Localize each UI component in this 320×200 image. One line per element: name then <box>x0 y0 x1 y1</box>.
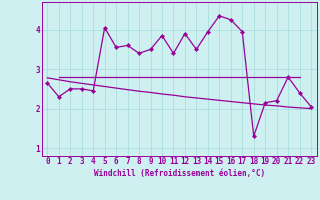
X-axis label: Windchill (Refroidissement éolien,°C): Windchill (Refroidissement éolien,°C) <box>94 169 265 178</box>
